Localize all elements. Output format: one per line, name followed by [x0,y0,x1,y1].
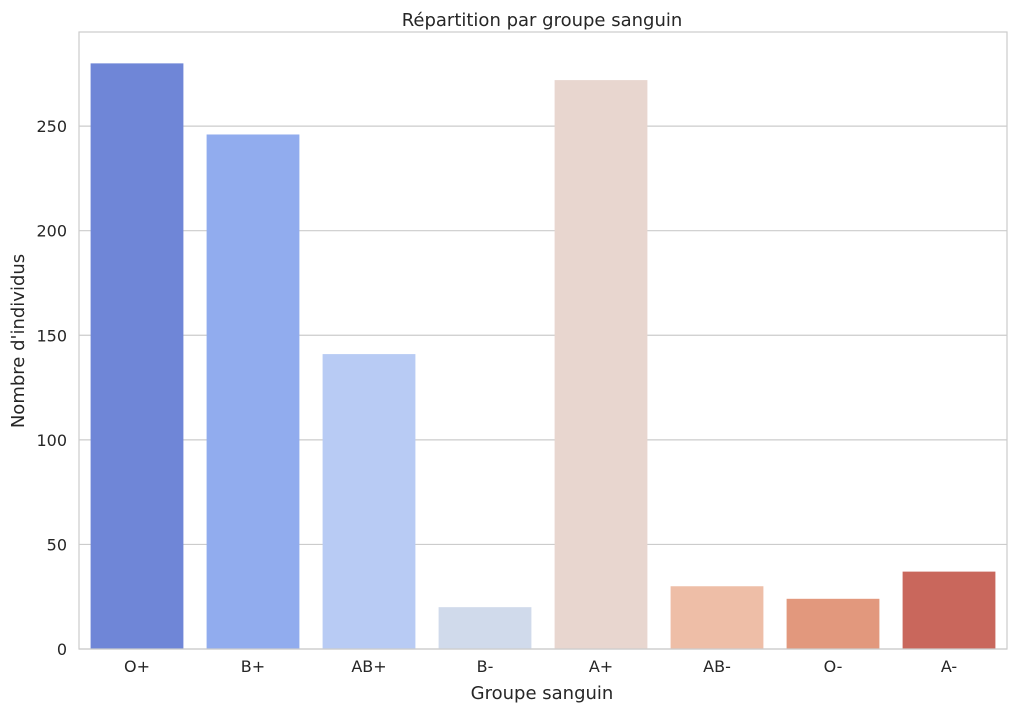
y-tick-label: 100 [36,431,67,450]
x-tick-label: O+ [124,657,150,676]
y-tick-label: 150 [36,326,67,345]
y-axis-label: Nombre d'individus [8,254,29,428]
bar-A- [902,571,996,649]
x-tick-label: B- [477,657,494,676]
x-tick-label: O- [824,657,843,676]
x-tick-label: B+ [241,657,265,676]
x-tick-label: AB+ [351,657,386,676]
bar-AB- [670,586,764,649]
bars [90,63,996,650]
x-tick-label: A+ [589,657,613,676]
bar-B- [438,607,532,649]
chart-title: Répartition par groupe sanguin [402,10,683,31]
y-tick-label: 200 [36,222,67,241]
y-tick-label: 250 [36,117,67,136]
y-tick-label: 0 [57,640,67,659]
x-tick-labels: O+ B+ AB+ B- A+ AB- O- A- [124,657,957,676]
bar-O+ [90,63,184,650]
plot-frame [78,31,1008,650]
x-axis-label: Groupe sanguin [471,683,614,704]
bar-O- [786,598,880,649]
bar-A+ [554,80,648,649]
x-tick-label: AB- [703,657,731,676]
y-tick-labels: 0 50 100 150 200 250 [36,117,67,659]
bar-AB+ [322,354,416,649]
bar-B+ [206,134,300,649]
y-tick-label: 50 [47,535,67,554]
x-tick-label: A- [941,657,957,676]
